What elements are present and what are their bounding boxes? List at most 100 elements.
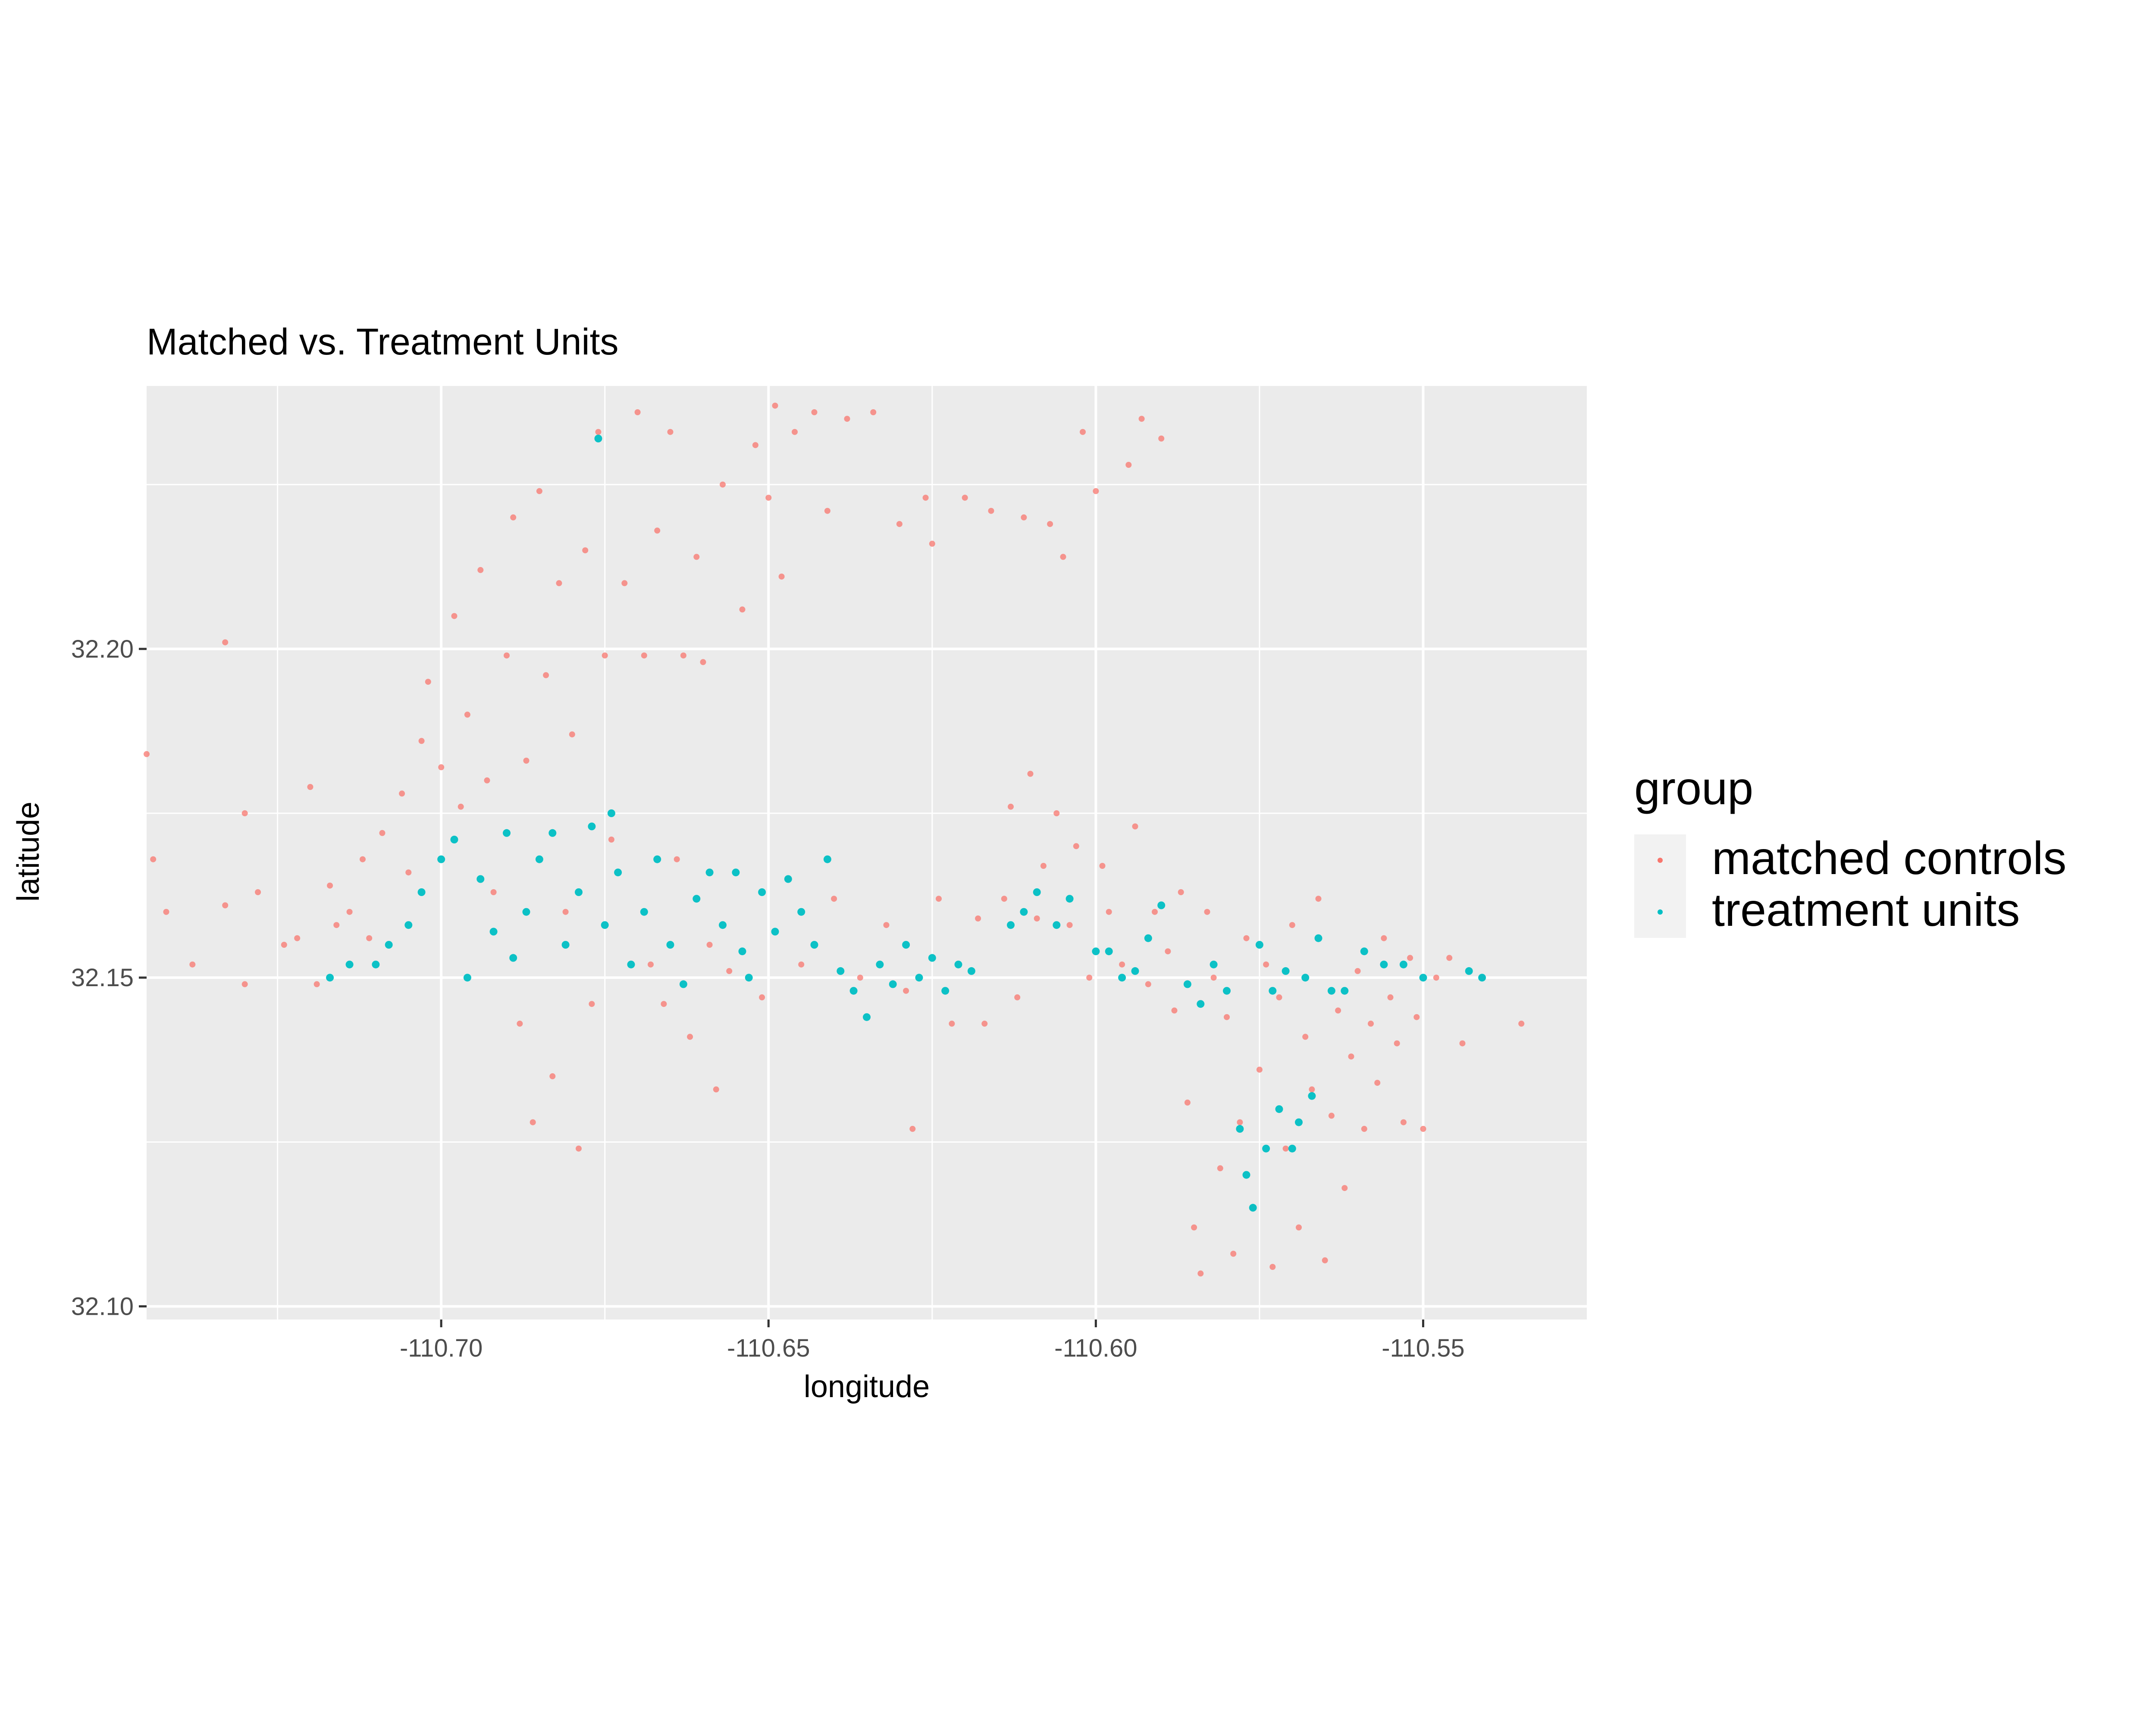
treatment-unit-point <box>326 974 334 982</box>
legend-entry-label: matched controls <box>1712 832 2066 884</box>
matched-control-point <box>857 975 863 981</box>
matched-control-point <box>1138 416 1145 422</box>
matched-control-point <box>949 1020 955 1027</box>
matched-control-point <box>1106 909 1112 915</box>
treatment-unit-point <box>601 921 609 929</box>
matched-control-point <box>510 514 517 520</box>
treatment-unit-point <box>1236 1125 1244 1133</box>
treatment-unit-point <box>1157 901 1166 909</box>
matched-control-point <box>556 580 562 586</box>
matched-control-point <box>936 896 942 902</box>
matched-control-point <box>667 429 674 435</box>
matched-control-point <box>792 429 798 435</box>
matched-control-point <box>1191 1224 1197 1231</box>
x-tick-label: -110.55 <box>1382 1334 1464 1362</box>
matched-control-point <box>648 961 654 968</box>
x-tick-label: -110.70 <box>400 1334 483 1362</box>
matched-control-point <box>255 889 261 895</box>
matched-control-point <box>1066 922 1073 928</box>
matched-control-point <box>1119 961 1125 968</box>
matched-control-point <box>1433 975 1439 981</box>
matched-control-point <box>1518 1020 1525 1027</box>
matched-control-point <box>674 856 680 862</box>
matched-control-point <box>929 540 935 547</box>
matched-control-point <box>903 987 909 994</box>
legend-key-matched-point <box>1658 858 1663 863</box>
treatment-unit-point <box>954 960 962 968</box>
matched-control-point <box>1243 935 1250 941</box>
matched-control-point <box>1158 436 1165 442</box>
matched-control-point <box>1165 948 1171 955</box>
treatment-unit-point <box>385 941 393 949</box>
matched-control-point <box>366 935 373 941</box>
matched-control-point <box>458 803 464 810</box>
matched-control-point <box>1289 922 1295 928</box>
treatment-unit-point <box>1399 960 1407 968</box>
matched-control-point <box>281 942 287 948</box>
matched-control-point <box>1315 896 1322 902</box>
matched-control-point <box>1217 1165 1223 1172</box>
treatment-unit-point <box>614 868 622 877</box>
legend-entry-label: treatment units <box>1712 884 2020 936</box>
matched-control-point <box>1171 1007 1178 1014</box>
legend-key-treatment-point <box>1658 909 1663 915</box>
treatment-unit-point <box>345 960 354 968</box>
y-axis-label: latitude <box>11 802 46 902</box>
treatment-unit-point <box>1092 947 1100 956</box>
matched-control-point <box>1034 915 1040 921</box>
matched-control-point <box>962 495 968 501</box>
matched-control-point <box>1296 1224 1302 1231</box>
treatment-unit-point <box>1033 888 1041 896</box>
treatment-unit-point <box>417 888 426 896</box>
y-tick-label: 32.15 <box>71 964 134 992</box>
treatment-unit-point <box>771 928 779 936</box>
matched-control-point <box>1407 955 1413 961</box>
treatment-unit-point <box>837 967 845 975</box>
treatment-unit-point <box>522 908 530 916</box>
matched-control-point <box>144 751 150 757</box>
treatment-unit-point <box>450 836 458 843</box>
matched-control-point <box>896 521 903 527</box>
matched-control-point <box>824 508 830 514</box>
matched-control-point <box>1073 843 1079 849</box>
matched-control-point <box>1204 909 1210 915</box>
matched-control-point <box>569 731 575 738</box>
matched-control-point <box>490 889 497 895</box>
matched-control-point <box>1341 1185 1348 1191</box>
treatment-unit-point <box>1118 974 1126 982</box>
matched-control-point <box>1420 1125 1426 1132</box>
chart-title: Matched vs. Treatment Units <box>147 321 619 363</box>
matched-control-point <box>1282 1145 1289 1152</box>
matched-control-point <box>1099 863 1106 869</box>
treatment-unit-point <box>404 921 413 929</box>
matched-control-point <box>536 488 542 494</box>
treatment-unit-point <box>902 941 910 949</box>
matched-control-point <box>1178 889 1184 895</box>
matched-control-point <box>562 909 569 915</box>
matched-control-point <box>883 922 890 928</box>
matched-control-point <box>641 652 647 659</box>
matched-control-point <box>693 554 700 560</box>
matched-control-point <box>1374 1080 1381 1086</box>
matched-control-point <box>720 481 726 488</box>
matched-control-point <box>523 758 530 764</box>
y-tick-label: 32.20 <box>71 635 134 663</box>
matched-control-point <box>1230 1251 1237 1257</box>
matched-control-point <box>549 1073 556 1079</box>
x-tick-label: -110.60 <box>1054 1334 1137 1362</box>
matched-control-point <box>739 606 746 613</box>
matched-control-point <box>1001 896 1007 902</box>
matched-control-point <box>1224 1014 1230 1020</box>
treatment-unit-point <box>1314 934 1322 942</box>
treatment-unit-point <box>1301 974 1310 982</box>
matched-control-point <box>1309 1086 1315 1093</box>
treatment-unit-point <box>489 928 498 936</box>
matched-control-point <box>189 961 196 968</box>
matched-control-point <box>163 909 169 915</box>
treatment-unit-point <box>915 974 923 982</box>
matched-control-point <box>477 567 484 573</box>
matched-control-point <box>1237 1119 1243 1125</box>
treatment-unit-point <box>561 941 570 949</box>
